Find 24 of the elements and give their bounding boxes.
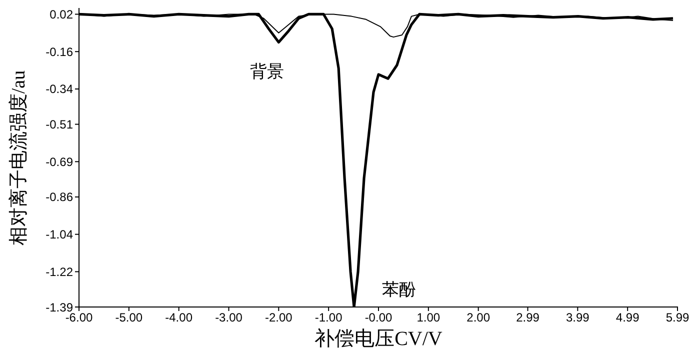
y-tick-label: -0.51	[46, 118, 74, 132]
x-axis-title: 补偿电压CV/V	[314, 328, 443, 350]
y-tick-label: -1.22	[46, 264, 74, 279]
x-tick-label: -0.00	[364, 310, 392, 325]
y-tick-label: -0.86	[46, 190, 74, 204]
x-tick-label: 3.99	[566, 310, 590, 325]
y-tick-label: -1.04	[46, 228, 74, 242]
x-tick-label: 1.00	[416, 310, 440, 325]
x-tick-label: -4.00	[165, 310, 193, 325]
x-tick-label: -2.00	[264, 310, 293, 325]
annotation: 背景	[250, 61, 284, 83]
x-tick-label: -3.00	[215, 310, 243, 325]
x-tick-label: 2.00	[466, 310, 490, 325]
x-tick-label: 4.99	[616, 310, 640, 325]
y-tick-label: -0.34	[46, 82, 74, 96]
x-tick-label: -5.00	[115, 310, 143, 325]
y-tick-label: -0.16	[46, 44, 74, 59]
y-tick-label: -0.69	[46, 154, 74, 169]
annotation: 苯酚	[382, 279, 416, 301]
x-tick-label: -1.00	[314, 310, 343, 325]
x-tick-label: 2.99	[516, 310, 540, 325]
y-axis-title: 相对离子电流强度/au	[8, 70, 31, 246]
x-tick-label: 5.99	[666, 310, 690, 325]
y-tick-label: 0.02	[50, 7, 74, 22]
